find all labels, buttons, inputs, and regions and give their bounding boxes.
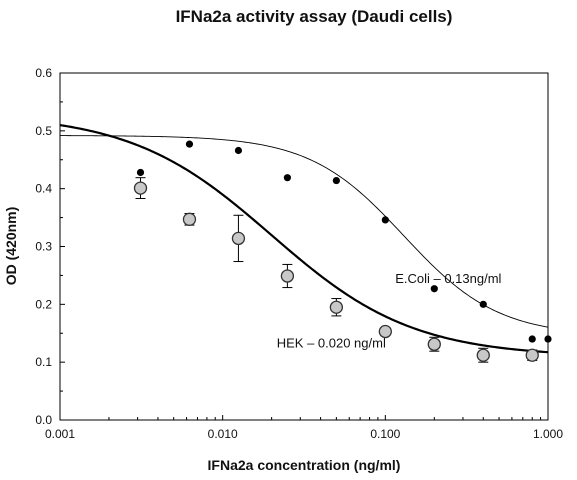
y-tick-label: 0.5: [35, 124, 52, 138]
y-tick-label: 0.3: [35, 240, 52, 254]
plot-frame: [59, 72, 549, 421]
hek-point: [231, 231, 246, 246]
e-coli-point: [544, 335, 552, 343]
x-tick-label: 0.100: [370, 427, 400, 441]
e-coli-point: [430, 285, 438, 293]
x-tick-label: 0.001: [45, 427, 75, 441]
e-coli-point: [381, 216, 389, 224]
y-tick-label: 0.1: [35, 355, 52, 369]
hek-fit-curve: [59, 123, 549, 354]
hek-point: [280, 269, 295, 283]
x-axis-label: IFNa2a concentration (ng/ml): [208, 457, 401, 473]
axes: 0.0 0.1 0.2 0.3 0.4 0.5 0.6 0.001 0.010 0.100 1.00…: [35, 66, 563, 441]
hek-point: [182, 212, 197, 226]
curve-annotation: E.Coli – 0.13ng/ml: [395, 271, 501, 286]
x-tick-label: 1.000: [533, 427, 563, 441]
e-coli-point: [332, 176, 340, 185]
y-tick-label: 0.4: [35, 182, 52, 196]
data-points: [133, 140, 552, 363]
hek-point: [427, 337, 441, 351]
e-coli-point: [528, 335, 536, 343]
hek-point: [329, 300, 344, 314]
y-tick-label: 0.6: [35, 66, 52, 80]
y-tick-label: 0.0: [35, 413, 52, 427]
curve-annotation: HEK – 0.020 ng/ml: [277, 336, 386, 351]
e-coli-point: [185, 140, 194, 148]
e-coli-point: [283, 174, 291, 182]
e-coli-fit-curve: [60, 135, 549, 328]
chart-title: IFNa2a activity assay (Daudi cells): [176, 7, 453, 26]
x-tick-label: 0.010: [208, 427, 238, 441]
y-tick-label: 0.2: [35, 297, 52, 311]
e-coli-point: [479, 300, 487, 308]
y-axis-label: OD (420nm): [3, 207, 19, 286]
e-coli-point: [234, 146, 243, 155]
hek-point: [476, 348, 490, 362]
annotations: E.Coli – 0.13ng/ml HEK – 0.020 ng/ml: [277, 271, 502, 351]
hek-point: [525, 348, 539, 362]
fit-curves: [59, 123, 549, 354]
hek-point: [378, 324, 392, 339]
hek-point: [133, 181, 148, 195]
e-coli-point: [136, 168, 145, 177]
